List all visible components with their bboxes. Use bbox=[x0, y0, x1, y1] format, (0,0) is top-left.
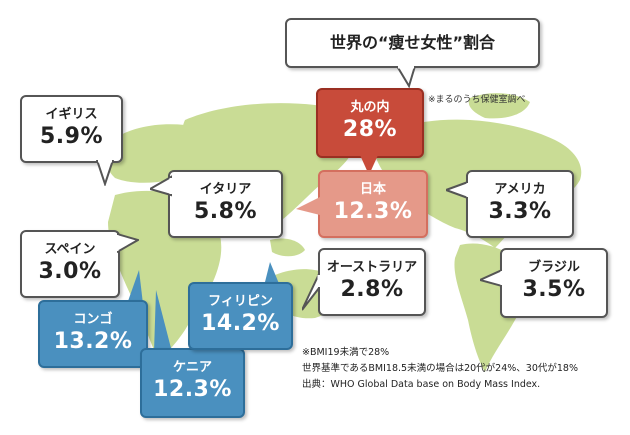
brazil-pointer bbox=[480, 268, 502, 288]
marunouchi-survey-note: ※まるのうち保健室調べ bbox=[428, 95, 526, 105]
marunouchi-value: 28% bbox=[342, 117, 398, 142]
japan-label: 日本 bbox=[359, 182, 386, 197]
usa-label: アメリカ bbox=[494, 182, 546, 197]
callout-spain: スペイン 3.0% bbox=[20, 230, 120, 298]
congo-label: コンゴ bbox=[73, 312, 113, 327]
marunouchi-label: 丸の内 bbox=[350, 100, 390, 115]
callout-uk: イギリス 5.9% bbox=[20, 95, 123, 163]
brazil-value: 3.5% bbox=[522, 277, 586, 302]
philippines-pointer bbox=[264, 262, 280, 286]
congo-value: 13.2% bbox=[53, 329, 133, 354]
callout-brazil: ブラジル 3.5% bbox=[500, 248, 608, 318]
usa-pointer bbox=[446, 180, 468, 200]
australia-label: オーストラリア bbox=[326, 260, 418, 275]
italy-value: 5.8% bbox=[193, 199, 257, 224]
title-pointer bbox=[395, 66, 417, 88]
callout-australia: オーストラリア 2.8% bbox=[318, 248, 426, 316]
usa-value: 3.3% bbox=[488, 199, 552, 224]
footnote-bmi19: ※BMI19未満で28% bbox=[302, 347, 390, 358]
italy-label: イタリア bbox=[199, 182, 252, 197]
marunouchi-pointer bbox=[360, 155, 378, 175]
chart-title-box: 世界の“痩せ女性”割合 bbox=[285, 18, 540, 68]
uk-label: イギリス bbox=[45, 107, 98, 122]
callout-kenya: ケニア 12.3% bbox=[140, 348, 245, 418]
philippines-label: フィリピン bbox=[208, 294, 273, 309]
footnote-source: 出典：WHO Global Data base on Body Mass Ind… bbox=[302, 379, 541, 390]
philippines-value: 14.2% bbox=[201, 311, 280, 336]
japan-value: 12.3% bbox=[333, 199, 413, 224]
australia-pointer bbox=[302, 273, 320, 311]
congo-pointer bbox=[127, 270, 143, 304]
callout-japan: 日本 12.3% bbox=[318, 170, 428, 238]
uk-value: 5.9% bbox=[39, 124, 103, 149]
footnotes: ※BMI19未満で28% 世界基準であるBMI18.5未満の場合は20代が24%… bbox=[302, 345, 578, 393]
kenya-label: ケニア bbox=[172, 360, 212, 375]
kenya-pointer bbox=[154, 290, 172, 352]
italy-pointer bbox=[150, 175, 172, 197]
uk-pointer bbox=[95, 160, 115, 186]
spain-value: 3.0% bbox=[38, 259, 102, 284]
callout-usa: アメリカ 3.3% bbox=[466, 170, 574, 238]
chart-title: 世界の“痩せ女性”割合 bbox=[329, 33, 496, 52]
spain-pointer bbox=[117, 232, 139, 254]
callout-congo: コンゴ 13.2% bbox=[38, 300, 148, 368]
spain-label: スペイン bbox=[44, 242, 96, 257]
brazil-label: ブラジル bbox=[528, 260, 580, 275]
kenya-value: 12.3% bbox=[153, 377, 232, 402]
callout-italy: イタリア 5.8% bbox=[168, 170, 283, 238]
callout-marunouchi: 丸の内 28% bbox=[316, 88, 424, 158]
australia-value: 2.8% bbox=[340, 277, 404, 302]
footnote-bmi185: 世界基準であるBMI18.5未満の場合は20代が24%、30代が18% bbox=[302, 363, 578, 374]
japan-pointer bbox=[296, 197, 320, 215]
callout-philippines: フィリピン 14.2% bbox=[188, 282, 293, 350]
